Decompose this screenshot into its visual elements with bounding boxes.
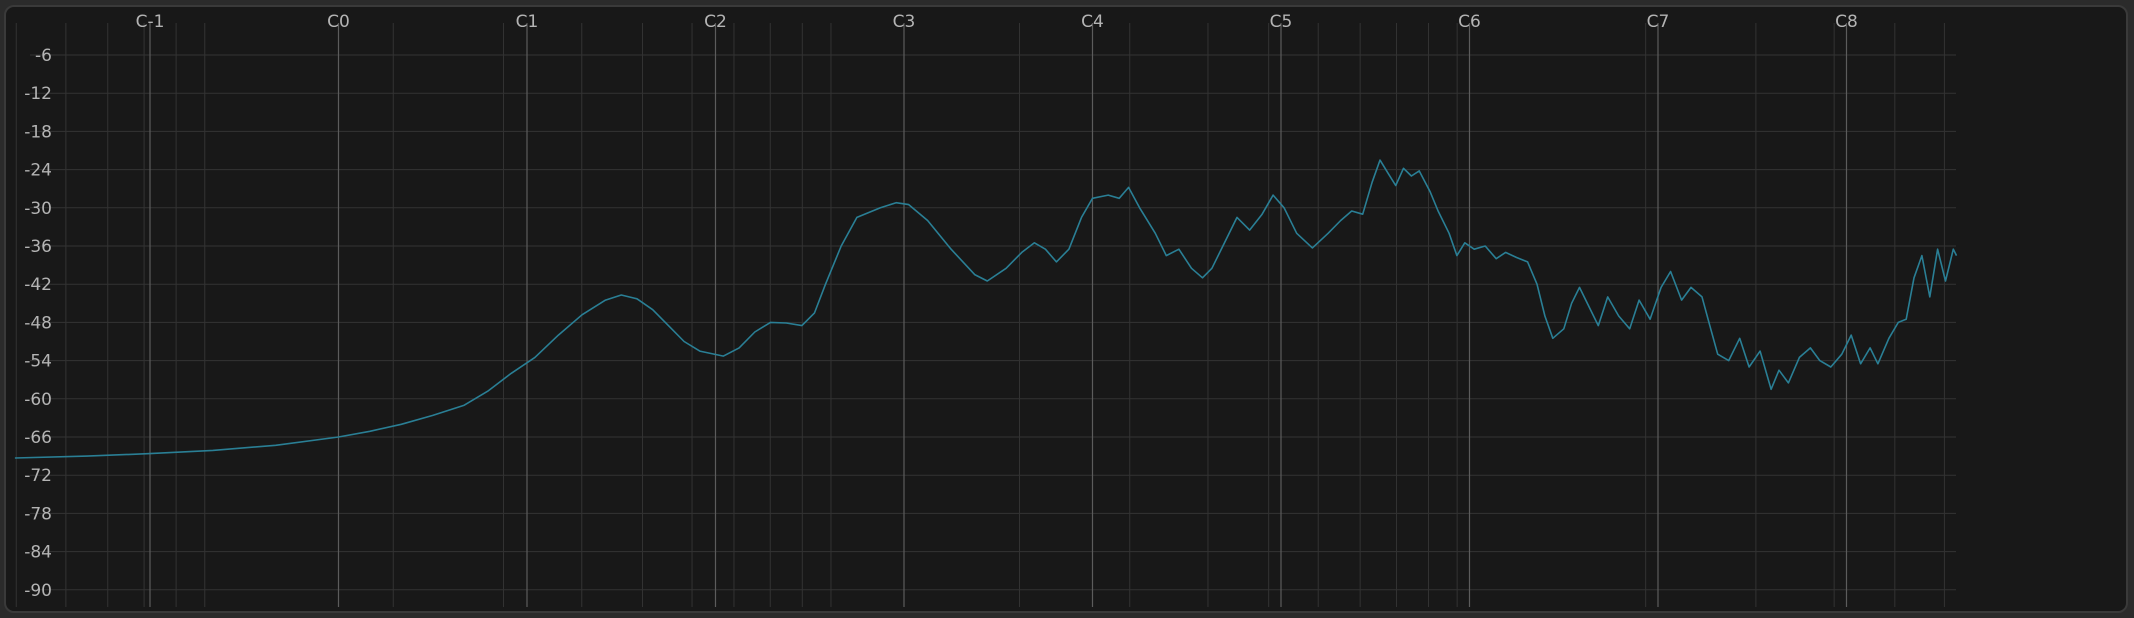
grid-minor-lines bbox=[15, 23, 1956, 607]
x-tick-label: C0 bbox=[327, 12, 350, 32]
x-tick-label: C2 bbox=[704, 12, 727, 32]
y-tick-label: -24 bbox=[24, 161, 52, 181]
y-tick-label: -78 bbox=[24, 504, 52, 524]
x-tick-label: C8 bbox=[1835, 12, 1858, 32]
y-tick-labels: -6 -12 -18 -24 -30 -36 -42 -48 -54 -60 -66 -72 -78 -8… bbox=[24, 46, 52, 601]
y-tick-label: -12 bbox=[24, 84, 52, 104]
x-tick-label: C6 bbox=[1458, 12, 1481, 32]
x-tick-label: C5 bbox=[1270, 12, 1293, 32]
spectrum-analyzer: C-1 C0 C1 C2 C3 C4 C5 C6 C7 C8 -6 -12 -18 -24 -30 -36-… bbox=[4, 5, 2128, 613]
y-tick-label: -48 bbox=[24, 313, 52, 333]
y-tick-label: -42 bbox=[24, 275, 52, 295]
y-tick-label: -84 bbox=[24, 543, 52, 563]
y-tick-label: -18 bbox=[24, 122, 52, 142]
y-tick-label: -6 bbox=[35, 46, 52, 66]
y-tick-label: -30 bbox=[24, 199, 52, 219]
y-tick-label: -72 bbox=[24, 466, 52, 486]
y-tick-label: -66 bbox=[24, 428, 52, 448]
spectrum-curve bbox=[14, 159, 1958, 459]
x-tick-label: C1 bbox=[516, 12, 539, 32]
y-tick-label: -90 bbox=[24, 581, 52, 601]
spectrum-plot: C-1 C0 C1 C2 C3 C4 C5 C6 C7 C8 -6-12-18-24-30-36-… bbox=[14, 12, 1958, 607]
y-tick-label: -54 bbox=[24, 352, 52, 372]
grid-major-lines bbox=[149, 23, 1848, 607]
y-tick-label: -36 bbox=[24, 237, 52, 257]
x-tick-label: C7 bbox=[1647, 12, 1670, 32]
x-tick-label: C3 bbox=[893, 12, 916, 32]
x-tick-label: C4 bbox=[1081, 12, 1104, 32]
x-tick-label: C-1 bbox=[136, 12, 165, 32]
y-tick-label: -60 bbox=[24, 390, 52, 410]
x-tick-labels: C-1 C0 C1 C2 C3 C4 C5 C6 C7 C8 bbox=[136, 12, 1858, 32]
